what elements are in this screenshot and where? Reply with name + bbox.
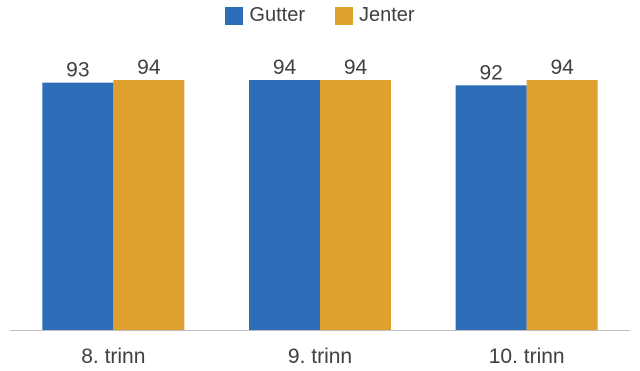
x-tick-label-2: 10. trinn — [489, 345, 565, 368]
bar-jenter-0 — [113, 80, 185, 330]
legend-label-gutter: Gutter — [249, 4, 305, 26]
legend-item-gutter: Gutter — [225, 4, 305, 27]
data-label-gutter-0: 93 — [66, 59, 89, 82]
x-tick-label-0: 8. trinn — [81, 345, 145, 368]
legend-swatch-jenter — [334, 6, 353, 25]
data-label-jenter-0: 94 — [137, 56, 161, 79]
x-tick-label-1: 9. trinn — [288, 345, 352, 368]
data-label-jenter-1: 94 — [344, 56, 368, 79]
legend: Gutter Jenter — [0, 4, 640, 27]
bar-jenter-1 — [320, 80, 391, 330]
legend-item-jenter: Jenter — [334, 4, 415, 27]
legend-swatch-gutter — [225, 6, 244, 25]
bar-gutter-0 — [42, 82, 114, 330]
bar-gutter-2 — [455, 85, 527, 330]
data-label-gutter-1: 94 — [273, 56, 297, 79]
data-label-gutter-2: 92 — [479, 61, 502, 84]
bar-gutter-1 — [249, 80, 320, 330]
legend-label-jenter: Jenter — [358, 4, 415, 26]
data-label-jenter-2: 94 — [550, 56, 574, 79]
bar-jenter-2 — [526, 80, 598, 330]
